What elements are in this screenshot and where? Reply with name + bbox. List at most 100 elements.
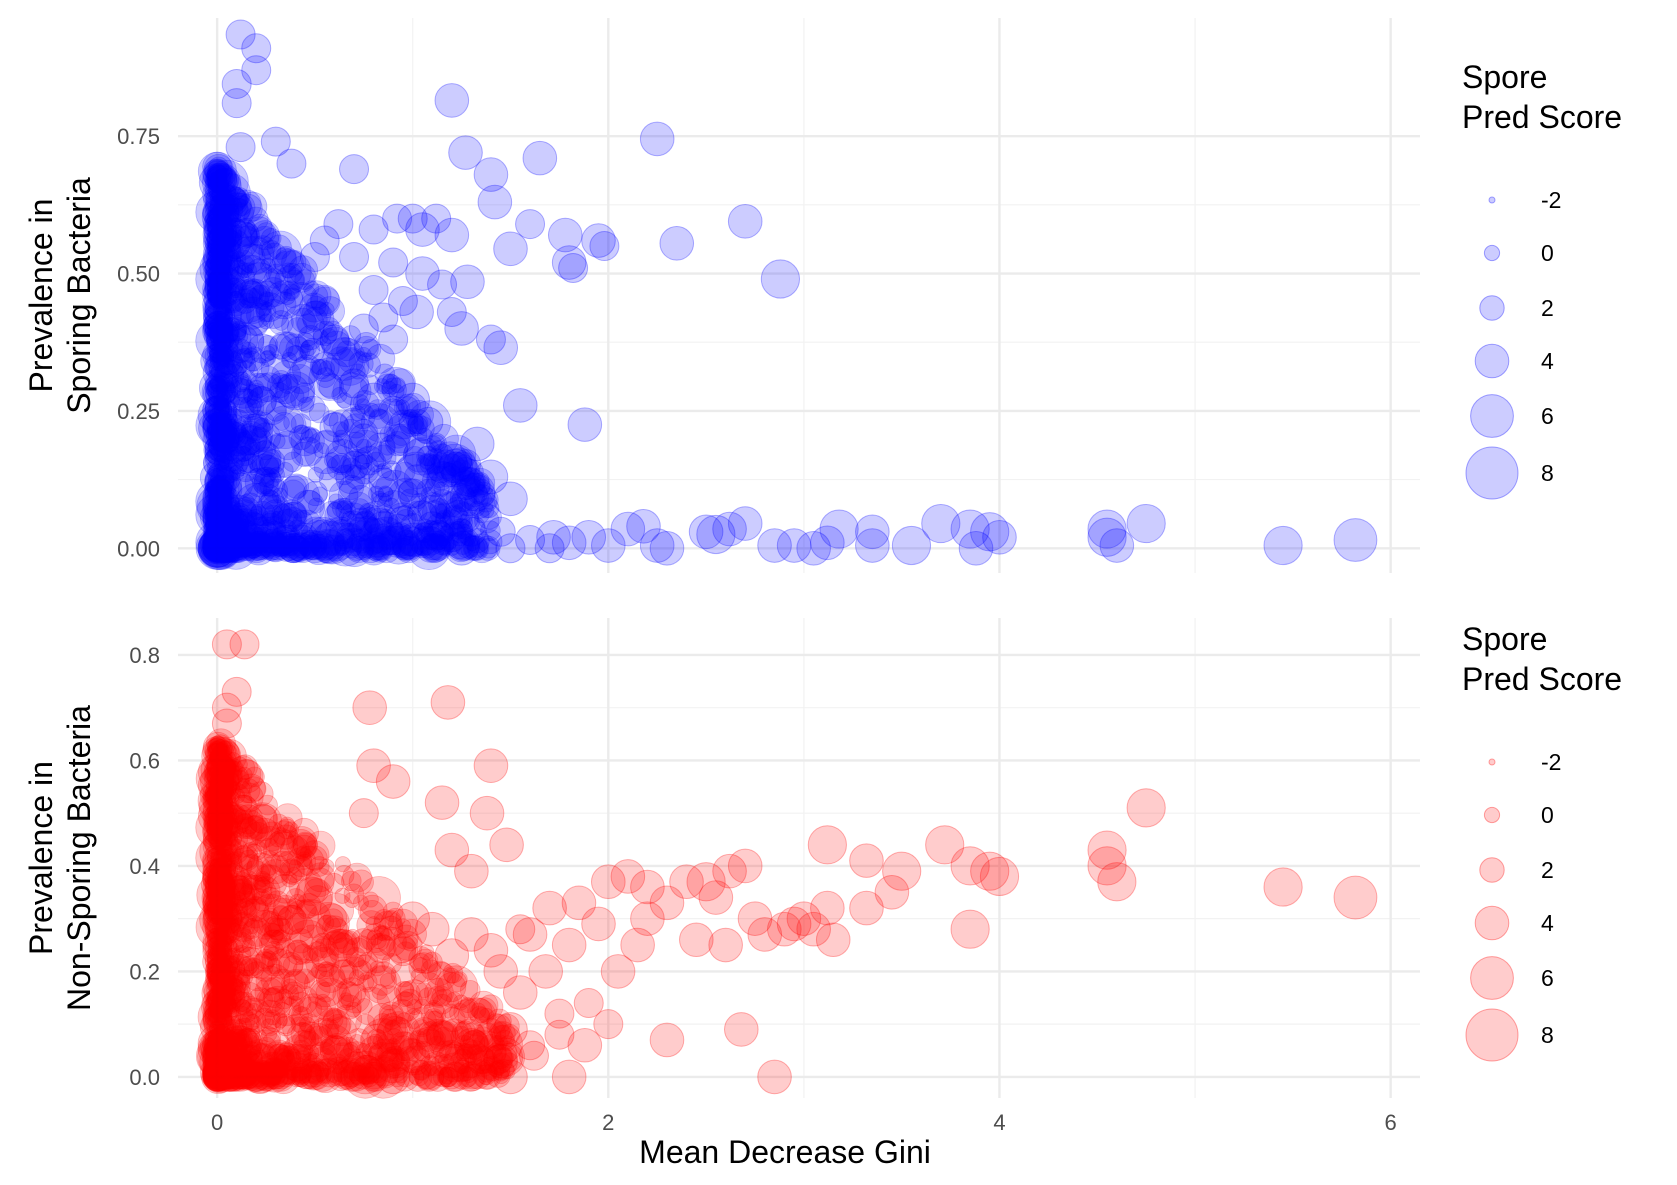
data-point [383,412,428,457]
data-point [202,533,233,564]
data-point [288,255,319,286]
data-point [247,454,264,471]
data-point [477,184,513,220]
data-point [294,269,315,290]
legend-key-label: 4 [1541,910,1554,936]
data-point [212,478,229,495]
data-point [206,333,232,359]
data-point [206,372,241,407]
data-point [454,533,481,559]
data-point [204,436,230,462]
data-point [208,267,234,294]
data-point [483,1043,519,1079]
data-point [301,535,327,561]
data-point [232,497,262,527]
data-point [424,785,460,820]
data-point [311,533,342,564]
data-point [206,278,228,300]
data-point [258,434,302,478]
data-point [253,519,279,545]
data-point [233,388,259,414]
data-point [236,524,267,555]
data-point [209,375,226,392]
data-point [281,1051,312,1082]
data-point [448,518,474,544]
legend-title-line: Pred Score [1462,99,1622,135]
x-tick-label: 4 [993,1110,1005,1135]
data-point [218,347,235,364]
data-point [489,827,524,863]
data-point [261,532,278,549]
data-point [206,286,228,307]
data-point [227,1065,249,1087]
data-point [276,148,307,179]
data-point [204,265,230,291]
data-point [708,927,743,963]
data-point [318,360,335,377]
data-point [280,280,301,302]
data-point [216,539,233,556]
data-point [313,442,330,459]
data-point [260,257,277,274]
data-point [212,540,229,557]
data-point [219,511,250,542]
data-point [275,245,297,267]
legend-key-point [1465,446,1519,500]
data-point [345,540,362,557]
data-point [390,425,412,446]
data-point [429,498,451,519]
data-point [221,88,252,119]
data-point [300,339,317,356]
data-point [276,539,293,556]
data-point [216,537,238,558]
data-point [413,522,435,543]
data-point [402,409,419,426]
data-point [209,187,235,214]
data-point [206,483,228,504]
data-point [273,414,290,431]
data-point [242,384,264,405]
data-point [207,209,228,231]
data-point [209,245,235,271]
data-point [362,1042,383,1064]
data-point [281,304,325,348]
data-point [237,492,263,518]
data-point [204,166,230,192]
data-point [727,506,763,541]
data-point [209,186,226,203]
data-point [371,444,397,470]
data-point [290,535,316,561]
data-point [205,475,236,506]
data-point [223,277,245,299]
data-point [370,477,401,507]
data-point [235,430,261,456]
data-point [428,521,454,547]
data-point [234,324,265,355]
data-point [209,519,226,536]
data-point [409,415,435,442]
data-point [404,446,426,467]
data-point [216,185,247,215]
data-point [434,83,470,118]
data-point [319,316,340,338]
data-point [346,507,377,538]
data-point [230,1029,247,1046]
data-point [213,321,239,347]
data-point [209,270,226,287]
data-point [204,467,235,498]
data-point [202,228,233,259]
data-point [294,332,316,353]
data-point [225,211,242,228]
data-point [215,527,241,553]
data-point [390,539,407,556]
data-point [260,467,281,489]
data-point [215,422,241,448]
data-point [218,193,239,215]
x-tick-label: 0 [211,1110,223,1135]
data-point [297,324,324,351]
data-point [211,537,233,559]
data-point [243,530,274,561]
data-point [257,334,279,356]
data-point [226,217,247,239]
data-point [395,901,431,936]
